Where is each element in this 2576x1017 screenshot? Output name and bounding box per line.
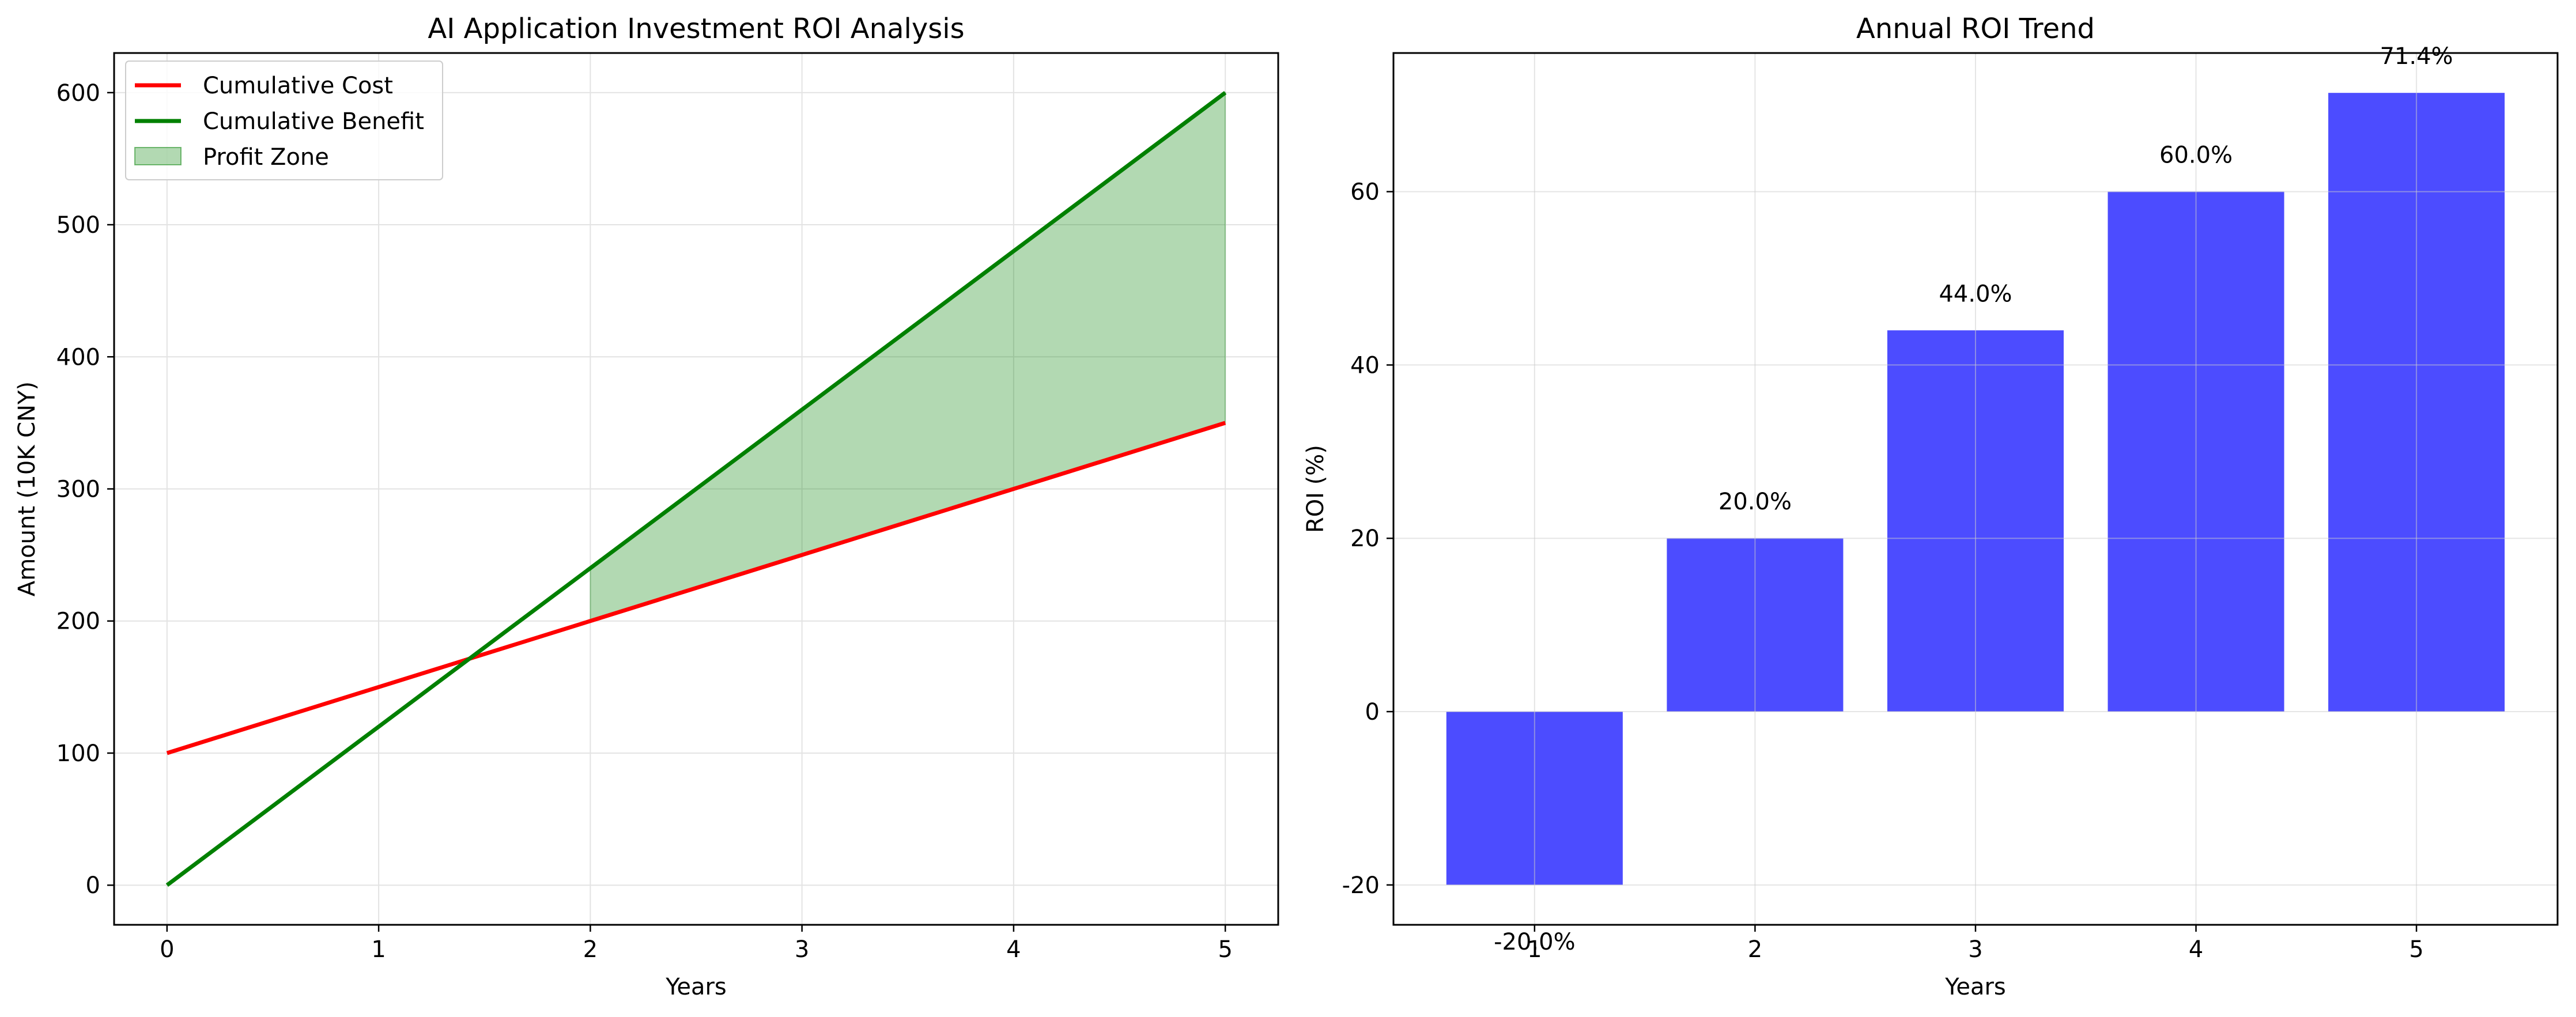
cumulative-cost-line: [166, 421, 1226, 755]
left-y-tick-label: 300: [56, 477, 100, 503]
roi-data-label: -20.0%: [1494, 929, 1576, 955]
right-axis-ticks: 1 2 3 4 5 -20 0 20 40 60: [1342, 179, 2424, 963]
right-chart-title: Annual ROI Trend: [1856, 13, 2095, 45]
legend-cost-label: Cumulative Cost: [203, 73, 393, 99]
cumulative-benefit-line: [165, 90, 1227, 887]
right-data-labels: -20.0% 20.0% 44.0% 60.0% 71.4%: [1494, 43, 2453, 955]
right-y-tick-label: 0: [1365, 699, 1380, 725]
left-x-tick-label: 0: [160, 936, 174, 963]
roi-trend-chart: 1 2 3 4 5 -20 0 20 40 60 -20.0% 20.0% 44.0% 60.0% 71.…: [1302, 13, 2559, 1000]
right-y-tick-label: 60: [1350, 179, 1380, 206]
right-x-tick-label: 4: [2189, 936, 2203, 963]
right-y-tick-label: 20: [1350, 525, 1380, 552]
left-x-axis-label: Years: [665, 974, 727, 1000]
left-x-tick-label: 4: [1006, 936, 1021, 963]
right-y-axis-label: ROI (%): [1302, 445, 1329, 533]
roi-data-label: 60.0%: [2159, 142, 2233, 169]
left-x-tick-label: 3: [795, 936, 809, 963]
roi-data-label: 71.4%: [2380, 43, 2453, 70]
left-y-tick-label: 0: [86, 872, 100, 899]
roi-data-label: 20.0%: [1718, 489, 1792, 515]
left-y-tick-label: 500: [56, 212, 100, 239]
legend-benefit-label: Cumulative Benefit: [203, 108, 424, 135]
legend-box: [125, 61, 443, 180]
left-y-tick-label: 200: [56, 608, 100, 635]
left-y-tick-label: 100: [56, 740, 100, 767]
left-legend: Cumulative Cost Cumulative Benefit Profi…: [125, 61, 443, 180]
right-grid-overlay: [1393, 53, 2558, 925]
right-y-tick-label: -20: [1342, 872, 1380, 899]
right-y-tick-label: 40: [1350, 352, 1380, 379]
left-chart-title: AI Application Investment ROI Analysis: [428, 13, 964, 45]
right-x-axis-label: Years: [1944, 974, 2006, 1000]
roi-data-label: 44.0%: [1939, 281, 2012, 307]
legend-profit-zone-label: Profit Zone: [203, 144, 329, 171]
left-y-axis-label: Amount (10K CNY): [14, 381, 40, 596]
right-x-tick-label: 5: [2409, 936, 2423, 963]
left-x-tick-label: 5: [1218, 936, 1232, 963]
left-x-tick-label: 1: [371, 936, 386, 963]
left-y-tick-label: 600: [56, 80, 100, 107]
left-series-layer: [165, 90, 1227, 887]
cost-benefit-chart: 0 1 2 3 4 5 0 100 200 300 400 500 600 AI Application…: [14, 13, 1279, 1000]
left-x-tick-label: 2: [583, 936, 598, 963]
right-x-tick-label: 3: [1968, 936, 1982, 963]
right-x-tick-label: 2: [1748, 936, 1762, 963]
left-axis-ticks: 0 1 2 3 4 5 0 100 200 300 400 500 600: [56, 80, 1233, 963]
right-x-tick-label: 1: [1527, 936, 1542, 963]
left-y-tick-label: 400: [56, 344, 100, 370]
legend-profit-zone-swatch: [134, 147, 182, 165]
